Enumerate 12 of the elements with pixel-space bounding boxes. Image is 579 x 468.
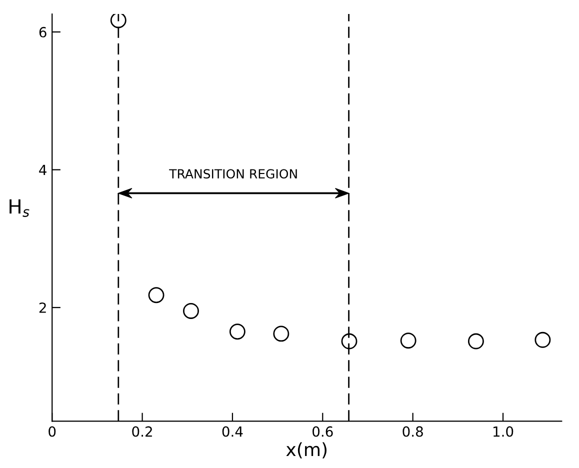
x-tick-label: 0.2 (132, 426, 152, 437)
y-tick-label: 4 (39, 164, 46, 176)
x-tick-label: 0.6 (312, 426, 333, 437)
x-tick-label: 1.0 (493, 426, 514, 437)
y-axis-title: H$_{s}$ (10, 199, 30, 217)
x-axis-title: x(m) (286, 442, 326, 458)
y-tick-label: 6 (39, 26, 46, 38)
x-tick-label: 0 (48, 426, 56, 437)
y-tick-label: 2 (39, 302, 46, 313)
x-tick-label: 0.4 (222, 426, 243, 437)
x-tick-label: 0.8 (402, 426, 423, 437)
annotation: TRANSITION REGION (169, 169, 297, 179)
